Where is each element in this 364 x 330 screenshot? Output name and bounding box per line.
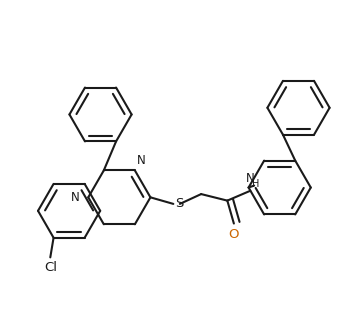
Text: N: N	[71, 191, 80, 204]
Text: H: H	[252, 179, 259, 189]
Text: S: S	[175, 197, 183, 211]
Text: N: N	[136, 154, 145, 167]
Text: N: N	[246, 172, 254, 185]
Text: Cl: Cl	[44, 261, 57, 274]
Text: O: O	[229, 228, 239, 242]
